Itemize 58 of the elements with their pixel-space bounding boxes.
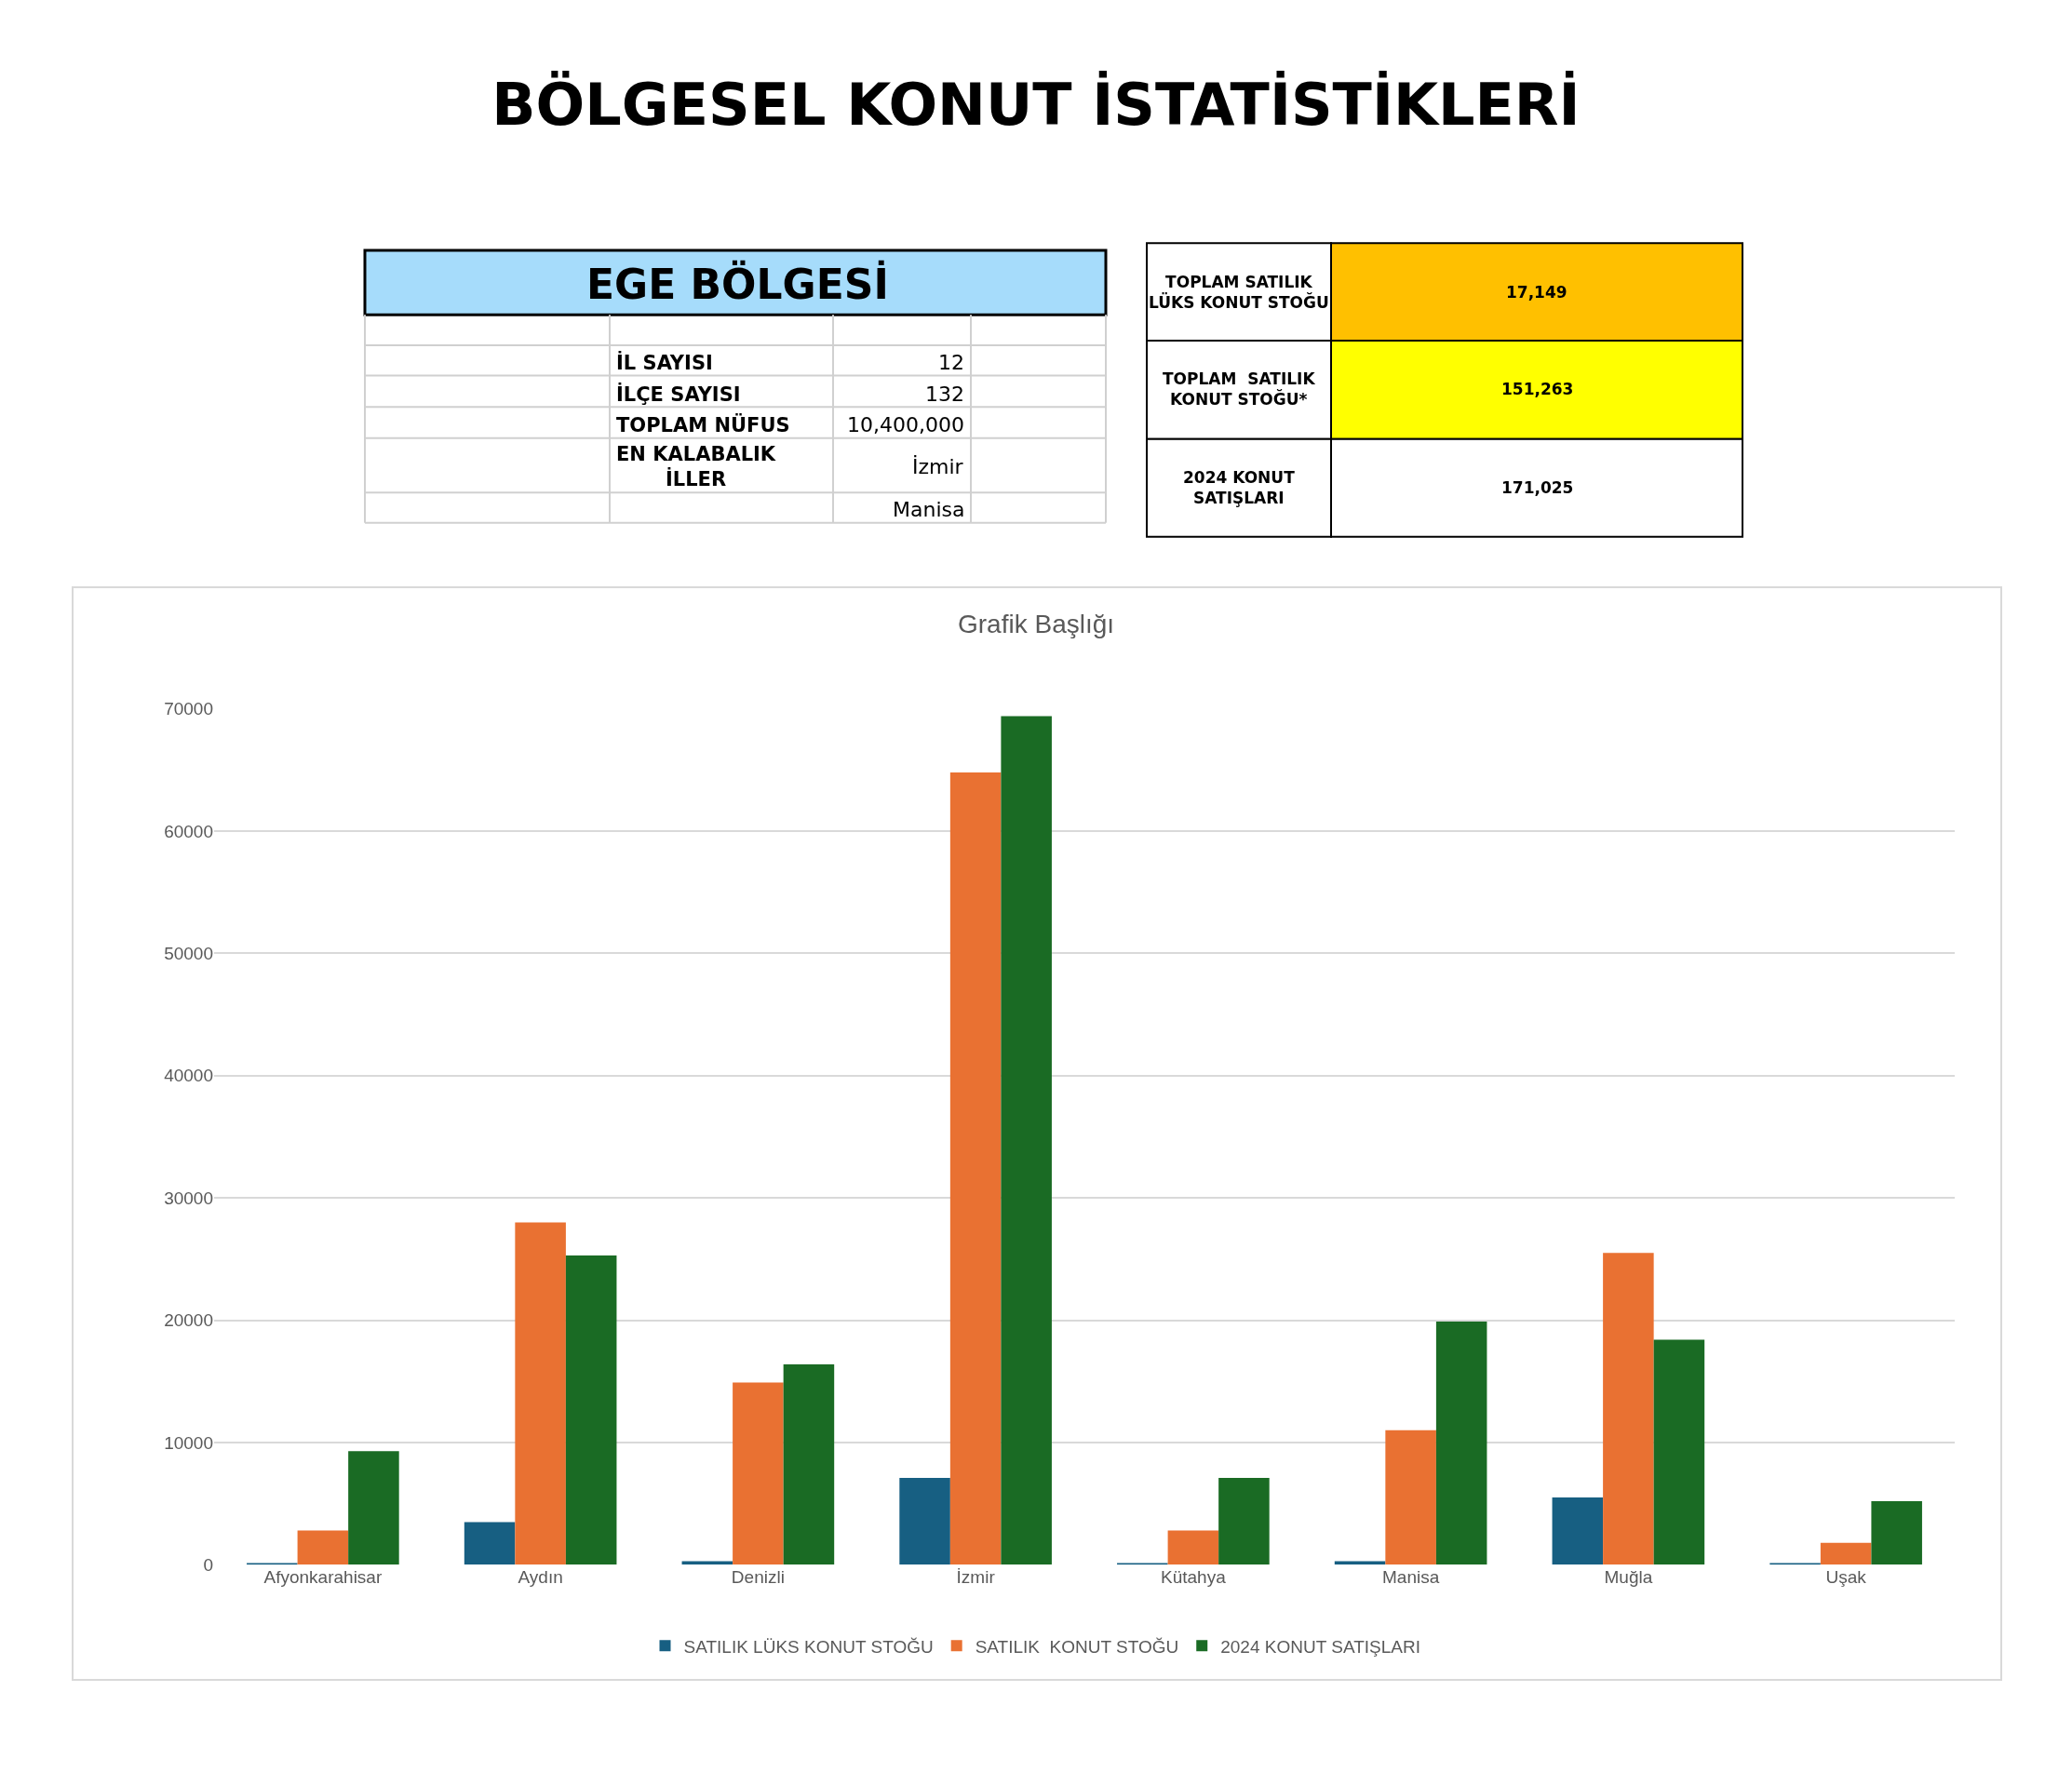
bar [515,1222,566,1565]
y-tick-label: 70000 [164,699,213,719]
bar [899,1478,950,1565]
text: 12 [938,351,964,374]
text: Manisa [893,498,965,521]
text: 132 [925,383,964,406]
text: 17,149 [1506,283,1567,302]
text: İL SAYISI [616,351,713,374]
bar [348,1451,399,1565]
x-tick-label: Manisa [1382,1567,1440,1588]
text: 171,025 [1501,478,1574,497]
bar [1552,1497,1604,1565]
bar [297,1530,349,1565]
y-tick-label: 50000 [164,944,213,964]
text: EGE BÖLGESİ [586,260,889,308]
y-tick-label: 30000 [164,1188,213,1208]
text: EN KALABALIK İLLER [616,443,776,491]
bar [1435,1321,1487,1565]
y-tick-label: 20000 [164,1310,213,1331]
bar [681,1561,733,1565]
x-tick-label: Aydın [518,1567,563,1588]
bar [1871,1501,1922,1565]
text: İzmir [912,455,964,478]
bar [1653,1339,1705,1565]
y-tick-label: 40000 [164,1066,213,1086]
x-tick-label: Kütahya [1161,1567,1227,1588]
x-tick-label: Afyonkarahisar [263,1567,383,1588]
text: 151,263 [1501,380,1574,398]
bar [949,772,1002,1565]
bar [1820,1542,1872,1565]
text: 10,400,000 [847,413,964,436]
legend-label: SATILIK KONUT STOĞU [975,1636,1179,1657]
text: TOPLAM SATILIK KONUT STOĞU* [1163,369,1316,409]
bar [783,1363,835,1565]
bar [1001,716,1052,1565]
bar [1603,1253,1654,1565]
bar [1167,1530,1219,1565]
y-tick-label: 60000 [164,821,213,841]
y-tick-label: 10000 [164,1432,213,1453]
text: İLÇE SAYISI [616,383,741,406]
x-tick-label: Muğla [1604,1567,1653,1588]
bar [1334,1561,1386,1565]
bar [1218,1478,1270,1565]
x-tick-label: Uşak [1825,1567,1867,1588]
chart-title: BÖLGESEL KONUT İSTATİSTİKLERİ [491,70,1581,139]
bar [733,1382,784,1565]
bar [1385,1430,1436,1565]
legend-label: 2024 KONUT SATIŞLARI [1220,1636,1420,1657]
bar [464,1522,516,1565]
x-tick-label: Denizli [731,1567,785,1588]
x-tick-label: İzmir [956,1567,996,1588]
legend-label: SATILIK LÜKS KONUT STOĞU [683,1636,934,1657]
text: 2024 KONUT SATIŞLARI [1183,468,1296,508]
y-tick-label: 0 [203,1555,213,1576]
chart-subtitle: Grafik Başlığı [958,610,1115,638]
text: TOPLAM SATILIK LÜKS KONUT STOĞU [1149,273,1329,313]
bar [565,1255,617,1565]
text: TOPLAM NÜFUS [616,413,790,436]
